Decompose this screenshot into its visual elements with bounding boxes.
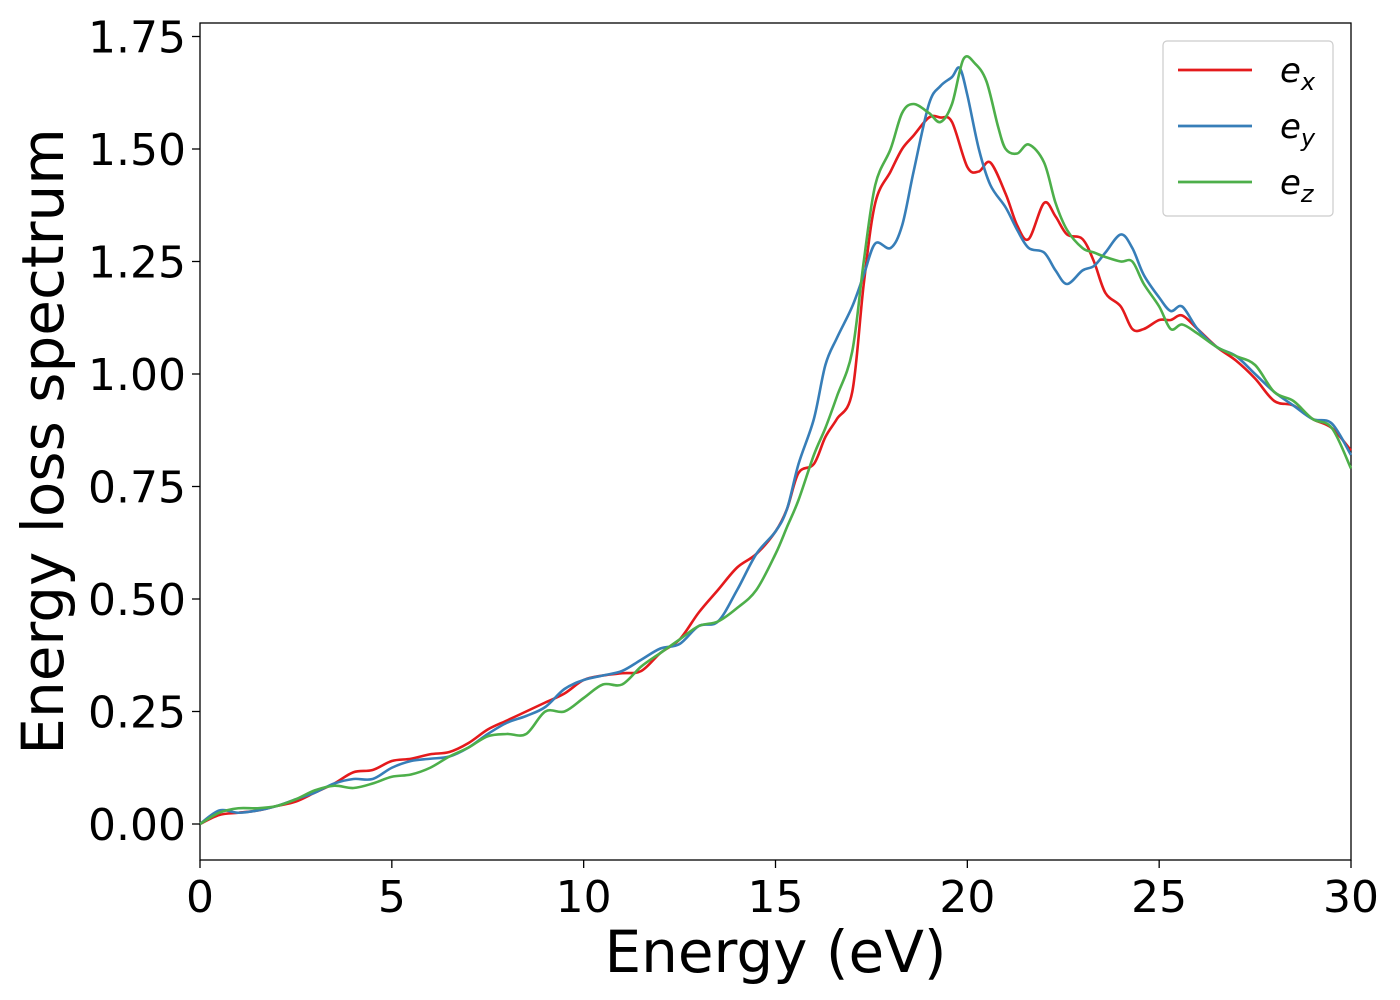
y-tick-label: 1.00	[88, 350, 186, 401]
y-tick-label: 0.25	[88, 688, 186, 739]
x-tick-label: 5	[378, 872, 406, 923]
y-tick-label: 1.25	[88, 238, 186, 289]
series-group	[199, 55, 1353, 826]
series-line-y	[199, 66, 1353, 826]
x-axis-ticks: 0 5 10 15 20 25 30	[186, 860, 1379, 923]
x-tick-label: 15	[748, 872, 804, 923]
y-axis-label: Energy loss spectrum	[9, 128, 77, 754]
x-tick-label: 30	[1323, 872, 1379, 923]
y-tick-label: 1.50	[88, 125, 186, 176]
y-axis-ticks: 0.00 0.25 0.50 0.75 1.00 1.25 1.50 1.75	[88, 13, 200, 851]
y-tick-label: 0.50	[88, 575, 186, 626]
x-axis-label: Energy (eV)	[604, 918, 946, 986]
x-tick-label: 0	[186, 872, 214, 923]
series-line-x	[199, 114, 1353, 826]
y-tick-label: 0.75	[88, 463, 186, 514]
x-tick-label: 10	[556, 872, 612, 923]
series-line-z	[199, 55, 1353, 826]
x-tick-label: 20	[939, 872, 995, 923]
y-tick-label: 1.75	[88, 13, 186, 64]
legend-box	[1162, 40, 1334, 217]
y-tick-label: 0.00	[88, 800, 186, 851]
x-tick-label: 25	[1131, 872, 1187, 923]
